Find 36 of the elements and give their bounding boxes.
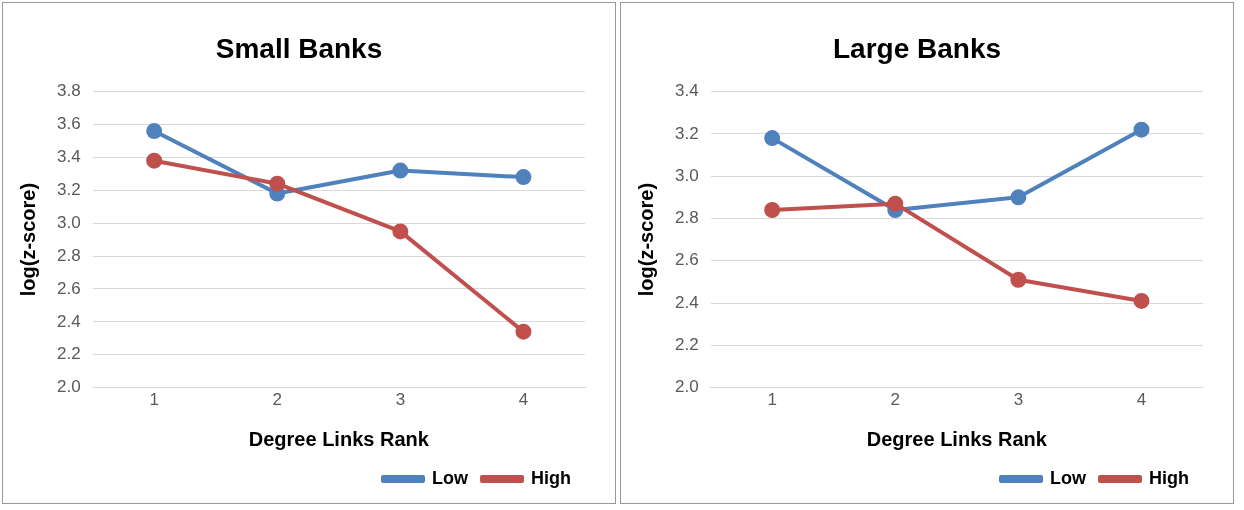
y-tick-label: 3.4	[674, 81, 699, 101]
y-tick-label: 3.0	[674, 165, 699, 185]
x-tick-label: 2	[890, 390, 900, 410]
x-tick-label: 3	[395, 390, 406, 410]
chart-title: Small Banks	[215, 32, 383, 64]
legend-label: High	[531, 467, 572, 488]
chart-title: Large Banks	[832, 32, 1002, 64]
y-tick-label: 2.2	[56, 344, 81, 364]
y-tick-label: 2.4	[56, 311, 81, 331]
y-tick-label: 2.0	[674, 377, 699, 397]
y-axis-title: log(z-score)	[16, 182, 39, 297]
x-tick-label: 4	[1136, 390, 1147, 410]
y-tick-label: 2.4	[674, 292, 699, 312]
y-tick-label: 2.0	[56, 377, 81, 397]
x-tick-label: 1	[767, 390, 777, 410]
y-tick-label: 3.0	[56, 212, 81, 232]
x-axis-title: Degree Links Rank	[248, 427, 430, 450]
y-axis-title: log(z-score)	[634, 182, 657, 297]
y-tick-label: 3.2	[674, 123, 699, 143]
y-tick-label: 3.6	[56, 114, 81, 134]
y-tick-label: 2.8	[56, 245, 81, 265]
y-tick-label: 2.2	[674, 335, 699, 354]
y-tick-label: 2.6	[56, 278, 81, 298]
legend-label: Low	[432, 467, 470, 488]
y-tick-label: 3.8	[56, 81, 81, 101]
y-tick-label: 2.6	[674, 250, 699, 270]
x-tick-label: 3	[1013, 390, 1024, 410]
x-tick-label: 4	[518, 390, 529, 410]
x-tick-label: 1	[149, 390, 159, 410]
y-tick-label: 3.4	[56, 147, 81, 167]
legend-label: High	[1149, 467, 1190, 488]
y-tick-label: 3.2	[56, 179, 81, 199]
x-axis-title: Degree Links Rank	[866, 427, 1048, 450]
x-tick-label: 2	[272, 390, 282, 410]
y-tick-label: 2.8	[674, 208, 699, 228]
legend-label: Low	[1050, 467, 1088, 488]
